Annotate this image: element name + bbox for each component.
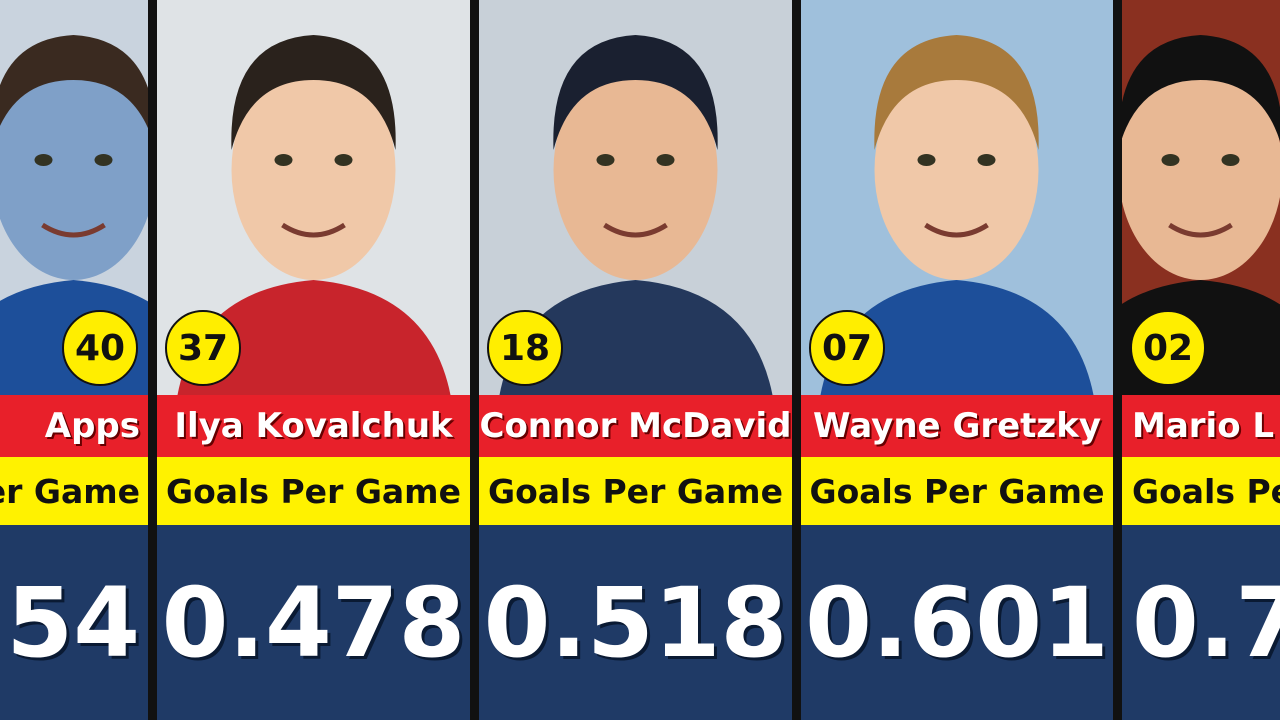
stat-value: 0.7 — [1132, 566, 1280, 679]
rank-badge: 07 — [809, 310, 885, 386]
player-photo — [801, 0, 1113, 395]
player-card: 07 Wayne Gretzky Goals Per Game 0.601 — [801, 0, 1113, 720]
portrait — [177, 35, 450, 395]
stat-label: er Game — [0, 457, 148, 525]
player-name: Connor McDavid — [479, 395, 792, 457]
player-name: Mario L — [1122, 395, 1280, 457]
rank-badge: 37 — [165, 310, 241, 386]
stat-value: 54 — [6, 566, 140, 679]
stat-label: Goals Per Game — [479, 457, 792, 525]
stat-label: Goals Per Game — [157, 457, 470, 525]
portrait — [820, 35, 1094, 395]
rank-badge: 18 — [487, 310, 563, 386]
player-card: 18 Connor McDavid Goals Per Game 0.518 — [479, 0, 792, 720]
stat-value: 0.478 — [161, 566, 466, 679]
player-card: 40 Appser Game 54 — [0, 0, 148, 720]
player-card: 37 Ilya Kovalchuk Goals Per Game 0.478 — [157, 0, 470, 720]
player-card: 02 Mario L Goals Pe 0.7 — [1122, 0, 1280, 720]
stat-value: 0.601 — [805, 566, 1109, 679]
rank-badge: 40 — [62, 310, 138, 386]
player-name: Wayne Gretzky — [801, 395, 1113, 457]
player-photo — [157, 0, 470, 395]
stat-label: Goals Per Game — [801, 457, 1113, 525]
player-name: Apps — [0, 395, 148, 457]
stat-label: Goals Pe — [1122, 457, 1280, 525]
rank-badge: 02 — [1130, 310, 1206, 386]
portrait — [499, 35, 772, 395]
player-name: Ilya Kovalchuk — [157, 395, 470, 457]
stat-value: 0.518 — [483, 566, 788, 679]
